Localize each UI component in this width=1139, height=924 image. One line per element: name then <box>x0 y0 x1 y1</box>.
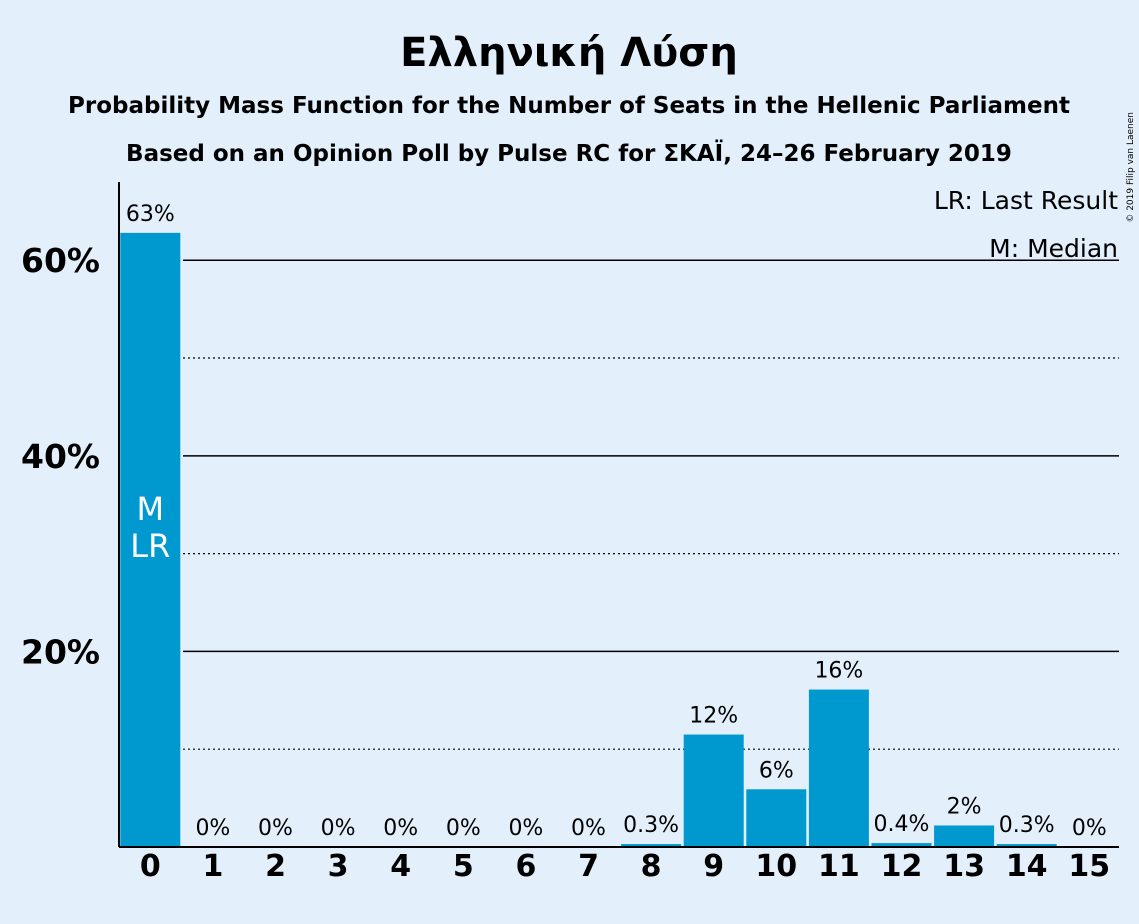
chart-subtitle-poll: Based on an Opinion Poll by Pulse RC for… <box>126 139 1012 167</box>
x-tick-label-6: 6 <box>515 849 536 884</box>
bar-13 <box>934 825 995 847</box>
chart-subtitle: Probability Mass Function for the Number… <box>68 93 1070 119</box>
bar-layer: 63% 0% 0% 0% 0% 0% 0% 0% 0.3% 12% 6% 16% 0.4% 2% 0.3% 0… <box>120 202 1107 848</box>
bar-11 <box>808 689 869 847</box>
x-tick-label-13: 13 <box>943 849 985 884</box>
data-label-7: 0% <box>571 816 606 841</box>
bar-14 <box>996 844 1057 847</box>
data-label-12: 0.4% <box>874 812 930 837</box>
data-label-6: 0% <box>508 816 543 841</box>
axis-layer: 20%40%60%0 1 2 3 4 5 6 7 8 9 10 11 12 13 14 15 <box>21 182 1119 884</box>
y-tick-label: 40% <box>21 437 100 476</box>
y-tick-label: 60% <box>21 241 100 280</box>
copyright-note: © 2019 Filip van Laenen <box>1126 112 1136 223</box>
x-tick-label-10: 10 <box>755 849 797 884</box>
bar-8 <box>621 844 682 847</box>
data-label-8: 0.3% <box>623 813 679 838</box>
x-tick-label-11: 11 <box>818 849 860 884</box>
bar-10 <box>746 789 807 847</box>
bar-marker-lr: LR <box>130 527 170 565</box>
x-tick-label-4: 4 <box>390 849 411 884</box>
x-tick-label-14: 14 <box>1006 849 1048 884</box>
data-label-1: 0% <box>195 816 230 841</box>
x-tick-label-3: 3 <box>328 849 349 884</box>
x-tick-label-5: 5 <box>453 849 474 884</box>
bar-9 <box>683 734 744 847</box>
legend-last-result: LR: Last Result <box>934 186 1118 215</box>
x-tick-label-2: 2 <box>265 849 286 884</box>
data-label-15: 0% <box>1072 816 1107 841</box>
x-tick-label-0: 0 <box>140 849 161 884</box>
bar-12 <box>871 843 932 847</box>
x-tick-label-9: 9 <box>703 849 724 884</box>
x-tick-label-12: 12 <box>881 849 923 884</box>
y-tick-label: 20% <box>21 632 100 671</box>
data-label-5: 0% <box>446 816 481 841</box>
chart-title: Ελληνική Λύση <box>400 30 738 76</box>
data-label-0: 63% <box>126 202 175 227</box>
bar-marker-m: M <box>136 490 164 528</box>
data-label-2: 0% <box>258 816 293 841</box>
legend-median: M: Median <box>989 234 1118 263</box>
bar-0 <box>120 232 181 848</box>
x-tick-label-8: 8 <box>641 849 662 884</box>
data-label-3: 0% <box>321 816 356 841</box>
grid-layer <box>183 259 1119 750</box>
data-label-10: 6% <box>759 758 794 783</box>
data-label-14: 0.3% <box>999 813 1055 838</box>
x-tick-label-1: 1 <box>202 849 223 884</box>
data-label-11: 16% <box>814 659 863 684</box>
data-label-9: 12% <box>689 704 738 729</box>
x-tick-label-7: 7 <box>578 849 599 884</box>
x-tick-label-15: 15 <box>1068 849 1110 884</box>
data-label-13: 2% <box>947 794 982 819</box>
data-label-4: 0% <box>383 816 418 841</box>
